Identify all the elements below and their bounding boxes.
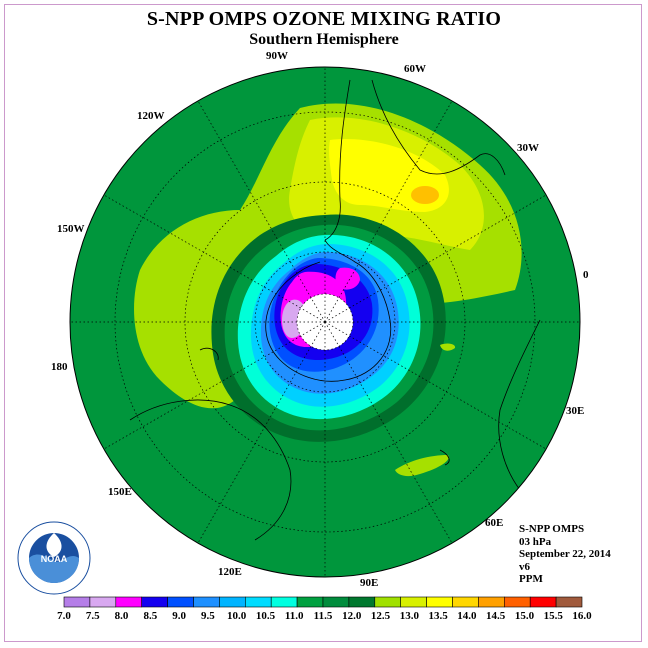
colorbar-tick-label: 11.0 bbox=[285, 610, 304, 622]
lon-label-30w: 30W bbox=[517, 142, 539, 154]
lon-label-0: 0 bbox=[583, 269, 589, 281]
lon-label-60w: 60W bbox=[404, 63, 426, 75]
contour-12-5-west bbox=[149, 287, 212, 386]
colorbar-labels: 7.0 7.5 8.0 8.5 9.0 9.5 10.0 10.5 11.0 11.5 12.0 12… bbox=[57, 610, 592, 622]
colorbar-tick-label: 14.0 bbox=[457, 610, 477, 622]
colorbar-cell bbox=[193, 596, 220, 608]
colorbar-cell bbox=[426, 596, 453, 608]
south-america-east-coast bbox=[371, 79, 506, 176]
colorbar-cell bbox=[245, 596, 272, 608]
colorbar-tick-label: 10.5 bbox=[256, 610, 276, 622]
colorbar-cell bbox=[400, 596, 427, 608]
colorbar-tick-label: 13.5 bbox=[428, 610, 448, 622]
meridians bbox=[70, 67, 580, 577]
info-instrument: S-NPP OMPS bbox=[519, 523, 585, 535]
colorbar-cell bbox=[374, 596, 401, 608]
colorbar-cell bbox=[555, 596, 583, 608]
map-subtitle: Southern Hemisphere bbox=[249, 31, 399, 48]
polar-map bbox=[69, 66, 581, 578]
colorbar-cell bbox=[478, 596, 505, 608]
colorbar-tick-label: 14.5 bbox=[486, 610, 506, 622]
colorbar-tick-label: 12.5 bbox=[371, 610, 391, 622]
colorbar-tick-label: 9.0 bbox=[172, 610, 186, 622]
colorbar-tick-label: 15.5 bbox=[544, 610, 564, 622]
colorbar-cell bbox=[452, 596, 479, 608]
lon-label-90w: 90W bbox=[266, 50, 288, 62]
colorbar-cell bbox=[141, 596, 168, 608]
lon-label-150e: 150E bbox=[108, 486, 132, 498]
new-zealand-coast bbox=[199, 347, 219, 361]
colorbar-cell bbox=[167, 596, 194, 608]
colorbar-cell bbox=[529, 596, 557, 608]
colorbar-cell bbox=[296, 596, 324, 608]
colorbar-tick-label: 13.0 bbox=[400, 610, 420, 622]
contour-8-0-east bbox=[335, 267, 360, 290]
colorbar-tick-label: 10.0 bbox=[227, 610, 247, 622]
colorbar-tick-label: 7.5 bbox=[86, 610, 100, 622]
colorbar-cell bbox=[270, 596, 298, 608]
colorbar-cell bbox=[89, 596, 117, 608]
lon-label-60e: 60E bbox=[485, 517, 504, 529]
colorbar-cell bbox=[503, 596, 531, 608]
info-version: v6 bbox=[519, 560, 530, 573]
info-date: September 22, 2014 bbox=[519, 548, 611, 560]
ozone-field bbox=[70, 67, 580, 577]
lon-label-90e: 90E bbox=[360, 577, 379, 589]
map-title: S-NPP OMPS OZONE MIXING RATIO bbox=[146, 8, 502, 30]
antarctica-coast bbox=[265, 239, 392, 382]
colorbar-cell bbox=[115, 596, 143, 608]
info-block: S-NPP OMPS 03 hPa September 22, 2014 v6 … bbox=[519, 523, 611, 586]
colorbar-tick-label: 8.5 bbox=[143, 610, 157, 622]
colorbar-tick-label: 8.0 bbox=[115, 610, 129, 622]
info-units: PPM bbox=[519, 573, 543, 585]
colorbar-cell bbox=[63, 596, 91, 608]
colorbar-tick-label: 15.0 bbox=[515, 610, 535, 622]
lon-label-120w: 120W bbox=[137, 110, 165, 122]
coastlines bbox=[129, 79, 541, 541]
colorbar: 7.0 7.5 8.0 8.5 9.0 9.5 10.0 10.5 11.0 11.5 12.0 12… bbox=[57, 596, 592, 622]
colorbar-cell bbox=[322, 596, 350, 608]
south-america-coast bbox=[324, 79, 351, 241]
contour-12-5-east bbox=[395, 455, 449, 477]
colorbar-cells bbox=[63, 596, 583, 608]
contour-12-5-east2 bbox=[440, 343, 456, 351]
africa-coast bbox=[498, 319, 541, 491]
noaa-logo: NOAA bbox=[17, 521, 91, 595]
map-border bbox=[69, 66, 581, 578]
colorbar-tick-label: 12.0 bbox=[342, 610, 362, 622]
colorbar-tick-label: 11.5 bbox=[314, 610, 333, 622]
lon-label-30e: 30E bbox=[566, 405, 585, 417]
colorbar-cell bbox=[219, 596, 246, 608]
lon-label-150w: 150W bbox=[57, 223, 85, 235]
kerguelen-coast bbox=[439, 449, 450, 466]
noaa-logo-text: NOAA bbox=[41, 554, 68, 564]
colorbar-tick-label: 16.0 bbox=[572, 610, 592, 622]
lon-label-180: 180 bbox=[51, 361, 68, 373]
lon-label-120e: 120E bbox=[218, 566, 242, 578]
info-pressure: 03 hPa bbox=[519, 535, 552, 548]
colorbar-tick-label: 7.0 bbox=[57, 610, 71, 622]
contour-14-0 bbox=[411, 186, 439, 204]
page-frame bbox=[4, 4, 642, 642]
australia-coast bbox=[129, 399, 292, 541]
colorbar-tick-label: 9.5 bbox=[201, 610, 215, 622]
colorbar-cell bbox=[348, 596, 376, 608]
